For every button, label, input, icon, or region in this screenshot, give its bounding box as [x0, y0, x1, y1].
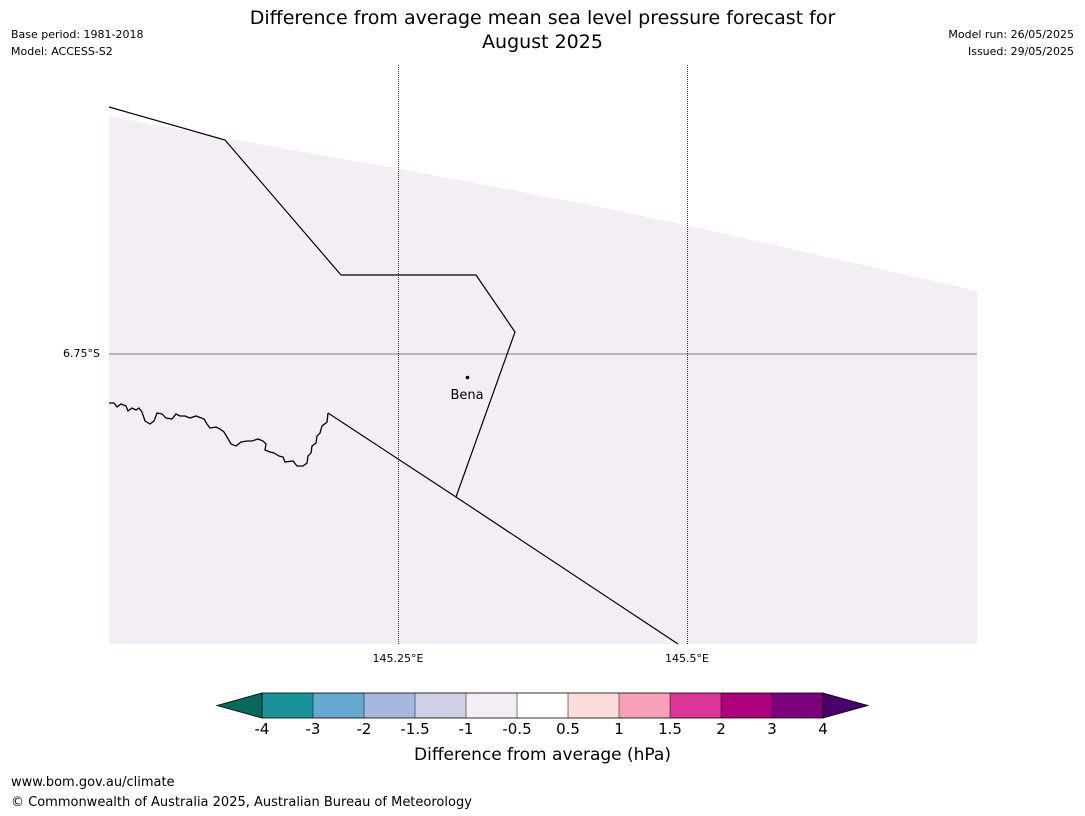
- metadata-left: Base period: 1981-2018 Model: ACCESS-S2: [11, 26, 143, 60]
- lat-label: 6.75°S: [63, 347, 100, 360]
- issued-text: Issued: 29/05/2025: [967, 45, 1074, 58]
- pressure-anomaly-shading: [109, 116, 977, 644]
- colorbar-swatch: [721, 693, 772, 718]
- colorbar-swatch: [619, 693, 670, 718]
- colorbar-tick: -1.5: [400, 720, 430, 738]
- colorbar-swatch: [568, 693, 619, 718]
- province-boundary-line-south: [327, 412, 679, 645]
- colorbar-tick: 3: [767, 720, 777, 738]
- colorbar-tick: -1: [458, 720, 474, 738]
- colorbar-tick: -4: [254, 720, 270, 738]
- colorbar-swatch: [772, 693, 823, 718]
- map-title: Difference from average mean sea level p…: [140, 6, 945, 54]
- colorbar-swatch: [364, 693, 415, 718]
- model-text: Model: ACCESS-S2: [11, 45, 113, 58]
- place-marker-bena: [465, 375, 470, 380]
- colorbar-label: Difference from average (hPa): [414, 745, 671, 765]
- colorbar-swatch: [466, 693, 517, 718]
- colorbar-tick: -3: [305, 720, 321, 738]
- model-run-text: Model run: 26/05/2025: [948, 28, 1074, 41]
- colorbar-tick: 0.5: [556, 720, 580, 738]
- colorbar-over-arrow: [822, 692, 870, 719]
- colorbar-swatch: [670, 693, 721, 718]
- title-line-2: August 2025: [482, 31, 603, 53]
- colorbar-tick: -2: [356, 720, 372, 738]
- lon-label-1: 145.25°E: [372, 652, 424, 665]
- colorbar-swatch: [313, 693, 364, 718]
- colorbar-under-arrow: [215, 692, 263, 719]
- colorbar-tick: 4: [818, 720, 828, 738]
- province-boundary-line: [108, 106, 516, 498]
- colorbar-outline: [261, 692, 824, 719]
- colorbar-swatch: [262, 693, 313, 718]
- footer-copyright: © Commonwealth of Australia 2025, Austra…: [11, 795, 472, 810]
- coastline-river: [109, 402, 329, 467]
- metadata-right: Model run: 26/05/2025 Issued: 29/05/2025: [948, 26, 1074, 60]
- colorbar-tick: 1: [614, 720, 624, 738]
- footer-url[interactable]: www.bom.gov.au/climate: [11, 775, 175, 790]
- place-label-bena: Bena: [450, 388, 484, 403]
- colorbar-swatch: [517, 693, 568, 718]
- title-line-1: Difference from average mean sea level p…: [249, 7, 836, 29]
- colorbar-tick: -0.5: [502, 720, 532, 738]
- colorbar-tick: 2: [716, 720, 726, 738]
- colorbar-tick: 1.5: [658, 720, 682, 738]
- lon-label-2: 145.5°E: [665, 652, 709, 665]
- base-period-text: Base period: 1981-2018: [11, 28, 144, 41]
- colorbar-swatch: [415, 693, 466, 718]
